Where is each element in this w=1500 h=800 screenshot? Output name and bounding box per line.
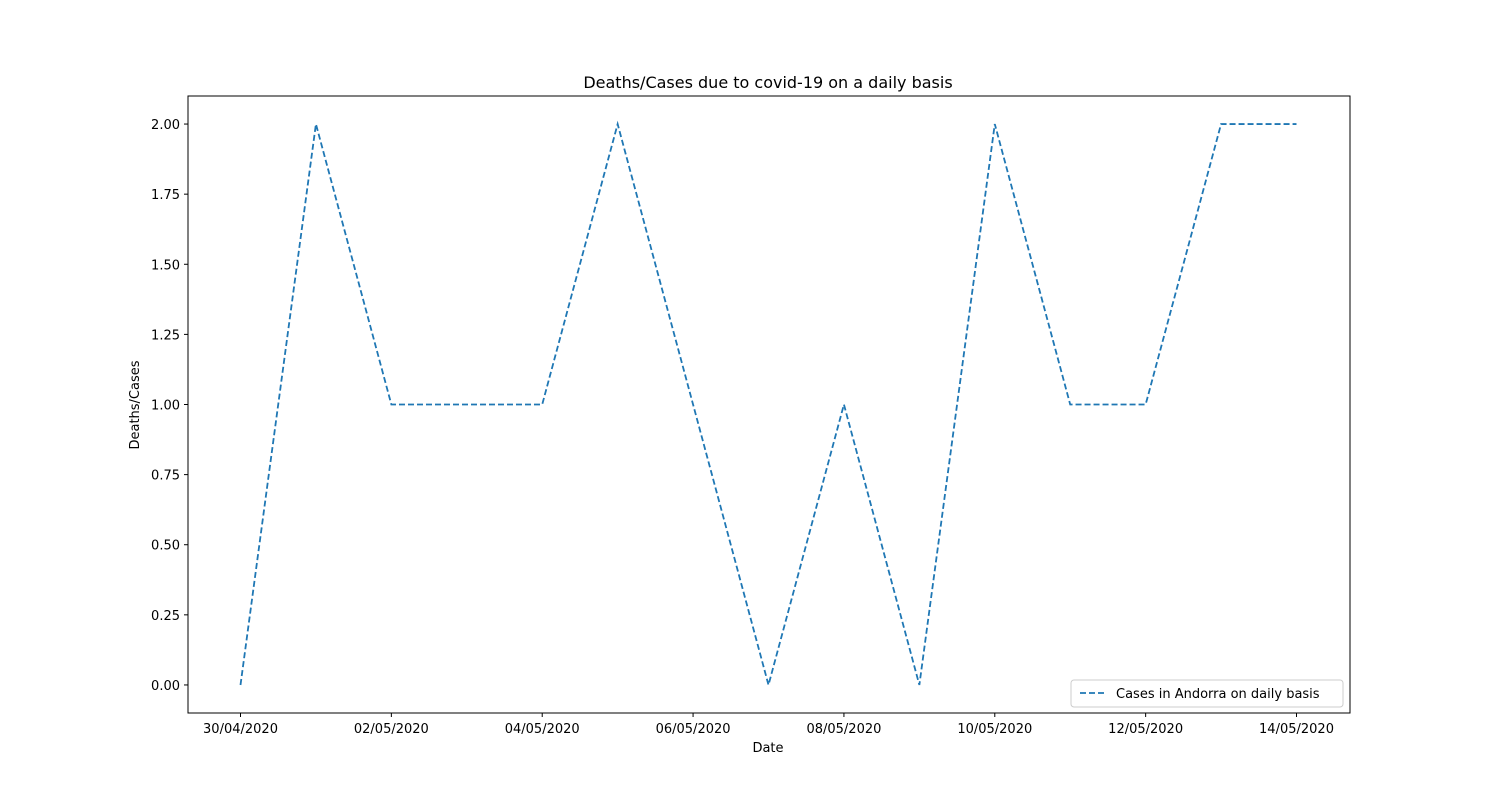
y-tick-label: 0.25 (151, 609, 180, 624)
y-tick-label: 1.75 (151, 188, 180, 203)
legend: Cases in Andorra on daily basis (1070, 679, 1344, 708)
y-axis-label: Deaths/Cases (128, 360, 143, 449)
plot-area (187, 95, 1351, 714)
y-tick-label: 1.50 (151, 258, 180, 273)
y-tick-label: 2.00 (151, 118, 180, 133)
y-tick-label: 1.25 (151, 328, 180, 343)
chart-title: Deaths/Cases due to covid-19 on a daily … (583, 73, 952, 92)
y-tick-label: 1.00 (151, 399, 180, 414)
x-tick-label: 12/05/2020 (1108, 722, 1183, 737)
x-tick-label: 06/05/2020 (656, 722, 731, 737)
series-layer (239, 120, 1297, 689)
x-tick-label: 02/05/2020 (354, 722, 429, 737)
y-tick-label: 0.50 (151, 539, 180, 554)
y-tick-label: 0.75 (151, 469, 180, 484)
y-tick-label: 0.00 (151, 679, 180, 694)
x-tick-label: 08/05/2020 (806, 722, 881, 737)
x-tick-label: 14/05/2020 (1259, 722, 1334, 737)
legend-box (1070, 679, 1344, 708)
x-axis-label: Date (752, 741, 783, 756)
x-axis: 30/04/2020 02/05/2020 04/05/2020 06/05/2020… (203, 713, 1334, 737)
legend-label: Cases in Andorra on daily basis (1116, 687, 1320, 702)
x-tick-label: 10/05/2020 (957, 722, 1032, 737)
x-tick-label: 04/05/2020 (505, 722, 580, 737)
x-tick-label: 30/04/2020 (203, 722, 278, 737)
y-axis: 0.00 0.25 0.50 0.75 1.00 1.25 1.50 1.75 2.00 (151, 118, 188, 694)
